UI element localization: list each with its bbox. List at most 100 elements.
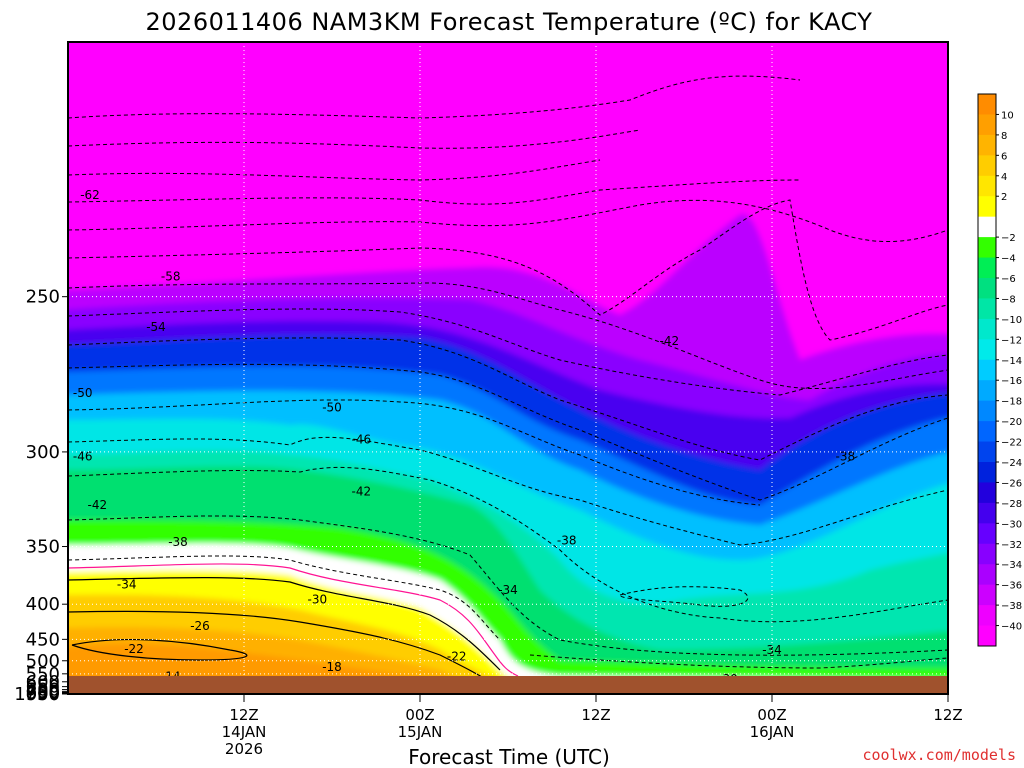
contour-label: -46 (352, 433, 372, 447)
colorbar-label: −34 (1001, 560, 1022, 571)
colorbar-swatch (978, 359, 996, 381)
colorbar-swatch (978, 421, 996, 443)
contour-label: -50 (73, 386, 93, 400)
vertical-gridlines (243, 42, 948, 694)
contour-label: -38 (168, 535, 188, 549)
y-tick-label: 600 (26, 672, 60, 693)
contour-line (68, 577, 501, 671)
contour-label: -38 (836, 450, 856, 464)
colorbar-swatch (978, 462, 996, 483)
contour-label: -62 (80, 188, 100, 202)
contour-line (68, 363, 948, 501)
colorbar-swatch (978, 523, 996, 545)
y-tick-label: 1000 (14, 684, 60, 705)
colorbar-label: −40 (1001, 622, 1022, 633)
y-tick-label: 250 (26, 287, 60, 308)
colorbar-label: −6 (1001, 274, 1016, 285)
contour-label: -50 (322, 400, 342, 414)
solid-contours (68, 577, 501, 686)
ground-surface (68, 676, 948, 694)
contour-line (68, 308, 948, 396)
contour-label: -18 (322, 660, 342, 674)
y-tick-label: 650 (26, 677, 60, 698)
contour-line (68, 466, 948, 623)
y-tick-label: 550 (26, 664, 60, 685)
contour-line (71, 638, 248, 661)
contour-line (529, 654, 948, 669)
contour-label: -34 (498, 583, 518, 597)
colorbar-label: −24 (1001, 458, 1022, 469)
site-credit: coolwx.com/models (862, 746, 1016, 764)
colorbar-label: 10 (1001, 110, 1014, 121)
colorbar-swatch (978, 257, 996, 279)
y-tick-label: 900 (26, 684, 60, 705)
colorbar-label: −4 (1001, 254, 1016, 265)
colorbar-swatch (978, 441, 996, 463)
contour-label: -42 (352, 484, 372, 498)
chart-title: 2026011406 NAM3KM Forecast Temperature (… (146, 8, 873, 36)
colorbar-swatch (978, 237, 996, 259)
pressure-axis: 250 300 350 400 4505005506006507007508008509… (14, 287, 68, 705)
colorbar-swatch (978, 584, 996, 606)
colorbar-swatch (978, 339, 996, 361)
colorbar-label: −12 (1001, 335, 1022, 346)
colorbar-frame (977, 93, 997, 647)
colorbar-label: −28 (1001, 499, 1022, 510)
x-tick-label: 12Z (581, 706, 610, 724)
contour-label: -22 (447, 650, 467, 664)
y-tick-label: 750 (26, 681, 60, 702)
contour-line (68, 436, 948, 546)
colorbar-label: −38 (1001, 601, 1022, 612)
x-tick-label: 12Z (229, 706, 258, 724)
colorbar-label: −14 (1001, 356, 1022, 367)
contour-label: -58 (161, 270, 181, 284)
contour-line (68, 399, 761, 506)
y-tick-label: 350 (26, 537, 60, 558)
y-tick-label: 400 (26, 594, 60, 615)
contour-line (68, 129, 641, 149)
contour-label: -30 (308, 593, 328, 607)
color-scale-legend: 10 8 6 4 2 −2 −4 −6 −8 −10 −12 −14 −16 −18 −20 −22 −24 −2… (977, 93, 1022, 647)
y-tick-label: 300 (26, 442, 60, 463)
colorbar-label: −26 (1001, 478, 1022, 489)
x-tick-label: 00Z (757, 706, 786, 724)
colorbar-label: 6 (1001, 151, 1007, 162)
x-tick-date-label: 16JAN (750, 723, 795, 741)
contour-label: -54 (146, 320, 166, 334)
contour-lines (68, 75, 948, 669)
colorbar-label: −22 (1001, 438, 1022, 449)
colorbar-swatch (978, 318, 996, 340)
contour-line (68, 610, 496, 686)
y-tick-label: 700 (26, 680, 60, 701)
colorbar-label: −30 (1001, 519, 1022, 530)
x-tick-label: 12Z (933, 706, 962, 724)
colorbar-label: 2 (1001, 192, 1007, 203)
colorbar-swatch (978, 114, 996, 136)
plot-frame (67, 41, 949, 695)
freezing-line (68, 563, 519, 677)
colorbar-swatch (978, 134, 996, 156)
y-tick-label: 450 (26, 629, 60, 650)
colorbar-label: −36 (1001, 581, 1022, 592)
contour-label: -34 (117, 577, 137, 591)
colorbar-swatch (978, 94, 996, 115)
y-tick-label: 500 (26, 651, 60, 672)
colorbar-swatch (978, 605, 996, 627)
contour-label: -38 (557, 534, 577, 548)
contour-label: -22 (124, 642, 144, 656)
colorbar-swatch (978, 196, 996, 218)
contour-line (68, 337, 948, 461)
contour-line (68, 199, 948, 243)
temperature-bands (68, 214, 948, 694)
colorbar-label: −10 (1001, 315, 1022, 326)
contour-line (68, 555, 501, 641)
contour-label: -46 (73, 450, 93, 464)
colorbar-label: −2 (1001, 233, 1016, 244)
colorbar-label: −18 (1001, 397, 1022, 408)
colorbar-swatch (978, 278, 996, 299)
x-tick-year-label: 2026 (225, 740, 263, 758)
colorbar-label: 8 (1001, 131, 1007, 142)
x-tick-date-label: 14JAN (222, 723, 267, 741)
